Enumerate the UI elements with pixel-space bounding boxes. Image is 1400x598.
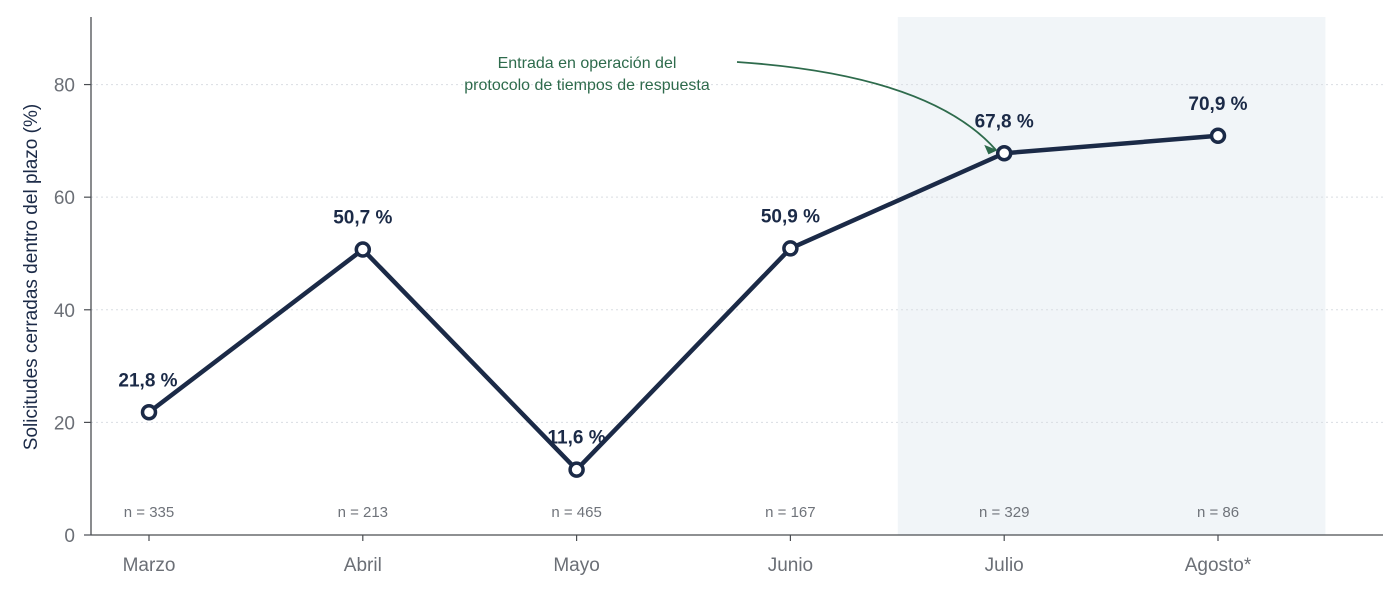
- x-tick-label: Marzo: [123, 555, 176, 576]
- x-tick-label: Agosto*: [1185, 555, 1252, 576]
- highlight-band: [897, 17, 1326, 535]
- sample-size-label: n = 213: [338, 504, 388, 521]
- y-axis-label: Solicitudes cerradas dentro del plazo (%…: [21, 104, 42, 450]
- sample-size-label: n = 167: [765, 504, 815, 521]
- data-point: [354, 241, 372, 258]
- y-tick-label: 20: [54, 413, 75, 434]
- y-tick-label: 0: [64, 526, 75, 547]
- data-point: [140, 404, 158, 421]
- data-point: [1209, 127, 1227, 145]
- sample-size-label: n = 329: [979, 504, 1029, 521]
- data-value-label: 50,7 %: [333, 208, 392, 229]
- y-tick-label: 80: [54, 76, 75, 97]
- x-tick-label: Abril: [344, 555, 382, 576]
- data-point: [782, 240, 799, 257]
- annotation-arrowhead: [984, 144, 998, 155]
- data-value-label: 21,8 %: [118, 370, 177, 391]
- data-point: [995, 145, 1013, 162]
- x-tick-label: Mayo: [553, 555, 599, 576]
- y-tick-label: 40: [54, 301, 75, 322]
- data-value-label: 70,9 %: [1188, 94, 1247, 115]
- y-tick-label: 60: [54, 188, 75, 209]
- x-tick-label: Julio: [985, 555, 1024, 576]
- sample-size-label: n = 86: [1197, 504, 1239, 521]
- annotation-text: protocolo de tiempos de respuesta: [464, 77, 710, 94]
- x-tick-label: Junio: [768, 555, 813, 576]
- series-line: [146, 133, 1221, 472]
- data-value-label: 11,6 %: [548, 428, 606, 449]
- annotation-arrow: [736, 61, 997, 151]
- data-point: [568, 461, 585, 478]
- sample-size-label: n = 335: [124, 504, 174, 521]
- data-value-label: 50,9 %: [761, 206, 820, 227]
- sample-size-label: n = 465: [551, 504, 601, 521]
- data-value-label: 67,8 %: [975, 111, 1034, 132]
- annotation-text: Entrada en operación del: [498, 55, 677, 72]
